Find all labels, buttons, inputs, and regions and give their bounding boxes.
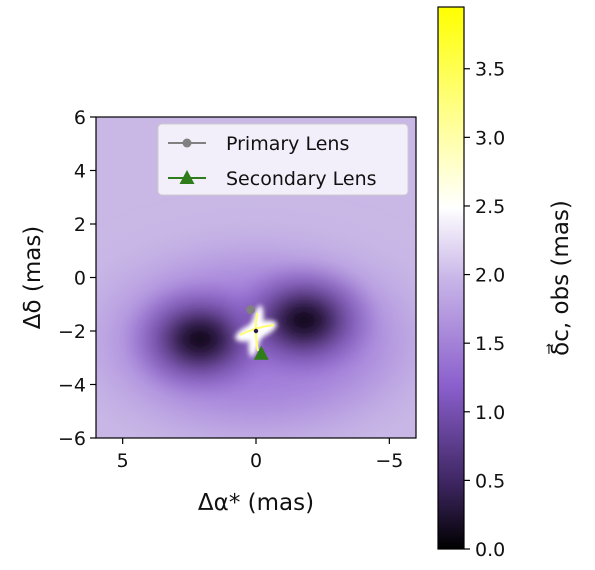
secondary-lens-marker	[253, 345, 269, 360]
legend-circle-marker	[182, 138, 192, 148]
x-tick-label: 0	[250, 450, 262, 472]
y-tick-label: 0	[74, 268, 86, 290]
colorbar-tick-label: 1.0	[475, 402, 505, 424]
colorbar-label: δ⃗c, obs (mas)	[546, 200, 574, 356]
y-tick-label: 6	[74, 107, 86, 129]
legend-label: Primary Lens	[226, 133, 349, 155]
colorbar-tick-label: 3.0	[475, 127, 505, 149]
legend-label: Secondary Lens	[226, 168, 377, 190]
colorbar-tick-label: 2.0	[475, 265, 505, 287]
legend-triangle-marker	[179, 170, 195, 184]
x-axis-ticks: 5 0 −5	[117, 438, 403, 472]
primary-lens-marker	[246, 305, 256, 315]
colorbar-tick-label: 0.5	[475, 470, 505, 492]
y-axis-label: Δδ (mas)	[20, 226, 46, 330]
y-tick-label: −6	[58, 428, 86, 450]
legend-box	[157, 123, 409, 196]
x-tick-label: −5	[375, 450, 403, 472]
legend-item: Primary Lens	[168, 133, 349, 155]
colorbar-tick-label: 3.5	[475, 59, 505, 81]
caustic-highlight	[235, 305, 277, 357]
y-tick-label: −4	[58, 375, 86, 397]
legend: Primary Lens Secondary Lens	[157, 123, 409, 196]
colorbar-tick-label: 0.0	[475, 539, 505, 561]
y-axis-ticks: −6 −4 −2 0 2 4 6	[58, 107, 96, 450]
colorbar-tick-label: 2.5	[475, 196, 505, 218]
x-tick-label: 5	[117, 450, 129, 472]
y-tick-label: 2	[74, 214, 86, 236]
legend-item: Secondary Lens	[168, 168, 377, 190]
colorbar-ticks: 0.0 0.5 1.0 1.5 2.0 2.5 3.0 3.5	[464, 59, 505, 561]
y-tick-label: −2	[58, 321, 86, 343]
x-axis-label: Δα* (mas)	[198, 490, 314, 516]
y-tick-label: 4	[74, 161, 86, 183]
colorbar-tick-label: 1.5	[475, 333, 505, 355]
lens-markers	[246, 305, 269, 360]
colorbar	[437, 6, 465, 550]
heatmap-dark-lobe-2	[226, 260, 382, 381]
